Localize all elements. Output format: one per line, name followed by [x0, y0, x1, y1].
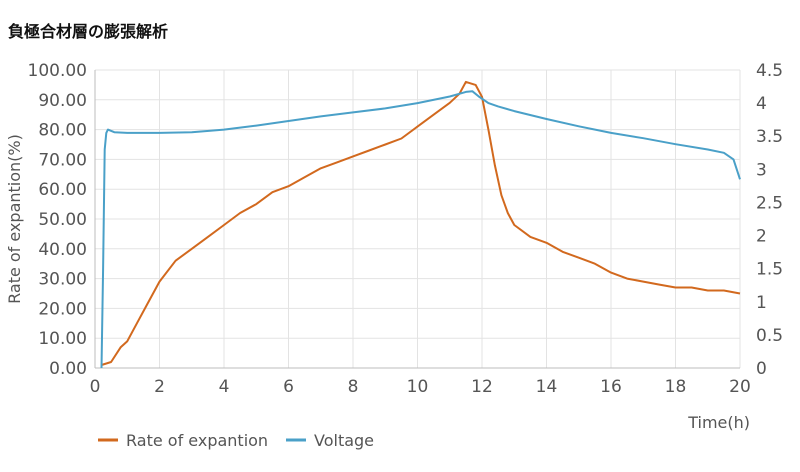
y2-tick-label: 4	[756, 94, 767, 114]
y-tick-label: 80.00	[38, 121, 87, 141]
legend: Rate of expantion Voltage	[98, 431, 374, 450]
x-tick-label: 0	[90, 377, 101, 397]
y2-tick-label: 3.5	[756, 127, 783, 147]
y-tick-label: 100.00	[28, 61, 87, 81]
y-tick-label: 0.00	[49, 359, 87, 379]
axes	[94, 70, 740, 369]
x-axis-ticks: 0 2 4 6 8 10 12 14 16 18 20	[90, 377, 751, 397]
x-tick-label: 18	[665, 377, 687, 397]
series-line-expansion	[101, 80, 741, 366]
y2-tick-label: 3	[756, 160, 767, 180]
y-tick-label: 40.00	[38, 240, 87, 260]
y-tick-label: 30.00	[38, 270, 87, 290]
y-tick-label: 50.00	[38, 210, 87, 230]
legend-entry: Rate of expantion	[126, 431, 268, 450]
y2-tick-label: 0	[756, 359, 767, 379]
chart-title: 負極合材層の膨張解析	[8, 22, 169, 41]
y2-tick-label: 0.5	[756, 326, 783, 346]
y2-tick-label: 2.5	[756, 193, 783, 213]
y-axis-label: Rate of expantion(%)	[5, 134, 24, 304]
x-tick-label: 2	[154, 377, 165, 397]
x-tick-label: 12	[471, 377, 493, 397]
x-axis-label: Time(h)	[687, 413, 750, 432]
y-tick-label: 70.00	[38, 150, 87, 170]
left-axis-ticks: 0.00 10.00 20.00 30.00 40.00 50.00 60.00 70.00 8…	[28, 61, 87, 379]
x-tick-label: 20	[729, 377, 751, 397]
x-tick-label: 16	[600, 377, 622, 397]
x-tick-label: 4	[219, 377, 230, 397]
y-tick-label: 20.00	[38, 299, 87, 319]
y-tick-label: 10.00	[38, 329, 87, 349]
x-tick-label: 10	[407, 377, 429, 397]
x-tick-label: 8	[348, 377, 359, 397]
right-axis-ticks: 0 0.5 1 1.5 2 2.5 3 3.5 4 4.5	[756, 61, 783, 379]
x-tick-label: 14	[536, 377, 558, 397]
y2-tick-label: 4.5	[756, 61, 783, 81]
series-lines	[100, 80, 741, 369]
legend-entry: Voltage	[314, 431, 374, 450]
y2-tick-label: 1.5	[756, 260, 783, 280]
x-tick-label: 6	[283, 377, 294, 397]
y2-tick-label: 2	[756, 227, 767, 247]
series-line-voltage	[100, 90, 741, 369]
y-tick-label: 60.00	[38, 180, 87, 200]
y2-tick-label: 1	[756, 293, 767, 313]
y-tick-label: 90.00	[38, 91, 87, 111]
grid-lines	[94, 69, 741, 369]
